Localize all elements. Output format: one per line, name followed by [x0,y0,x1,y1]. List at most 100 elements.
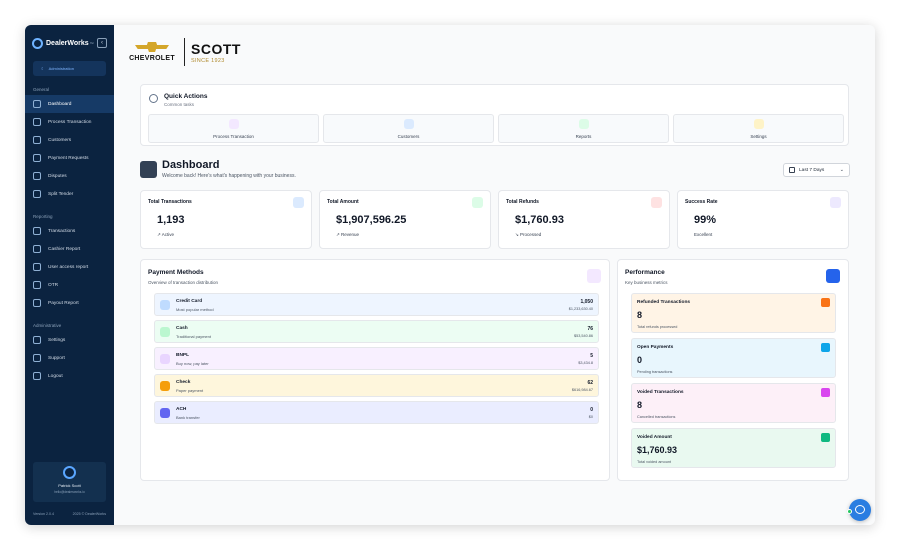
payment-desc: Most popular method [176,307,214,312]
admin-switch[interactable]: ☾ Administration [33,61,106,76]
quick-action-label: Process Transaction [213,134,254,139]
payment-amount: $53,540.86 [573,334,593,338]
user-card[interactable]: Patrick Scott hello@dealerworks.io [33,462,106,502]
nav-label: OTR [48,282,59,288]
version: Version 2.0.4 [33,512,54,516]
payment-name: BNPL [176,353,190,358]
moon-icon: ☾ [41,66,45,71]
quick-actions-header: Quick Actions Common tasks [149,93,207,107]
stat-label: ↘ Processed [515,232,542,237]
stat-title: Total Refunds [506,199,539,205]
metric-value: $1,760.93 [637,445,678,455]
nav-payout-report[interactable]: Payout Report [25,294,114,312]
nav-label: Cashier Report [48,246,81,252]
performance-card: Performance Key business metrics Refunde… [617,259,849,481]
payment-count: 76 [587,326,593,332]
main-content: CHEVROLET SCOTT SINCE 1923 Quick Actions… [114,25,875,525]
payment-count: 5 [590,353,593,359]
metric-label: Total refunds processed [637,325,678,329]
sidebar: DealerWorks ™ ‹ ☾ Administration General… [25,25,114,525]
dealer-name-block: SCOTT SINCE 1923 [191,41,241,64]
quick-action-settings[interactable]: Settings [673,114,844,143]
nav-settings[interactable]: Settings [25,331,114,349]
nav-user-access-report[interactable]: User access report [25,258,114,276]
nav-label: Dashboard [48,101,72,107]
stat-title: Total Transactions [148,199,192,205]
payment-desc: Bank transfer [176,415,200,420]
payment-name: Credit Card [176,299,203,304]
bank-icon [160,408,170,418]
nav-disputes[interactable]: Disputes [25,167,114,185]
chevrolet-text: CHEVROLET [129,55,175,62]
credit-card-icon [160,300,170,310]
user-key-icon [33,263,41,271]
nav-logout[interactable]: Logout [25,367,114,385]
nav-split-tender[interactable]: Split Tender [25,185,114,203]
metric-value: 8 [637,400,643,410]
scale-icon [33,172,41,180]
metric-label: Cancelled transactions [637,415,676,419]
chevrolet-logo: CHEVROLET [126,42,178,62]
nav-label: Split Tender [48,191,74,197]
cash-icon [472,197,483,208]
metric-open-payments: Open Payments 0 Pending transactions [631,338,836,378]
avatar [63,466,76,479]
nav-process-transaction[interactable]: Process Transaction [25,113,114,131]
payment-count: 62 [587,380,593,386]
payment-row-check: Check Paper payment 62 $616,984.67 [154,374,599,397]
nav-transactions[interactable]: Transactions [25,222,114,240]
void-icon [821,388,830,397]
dealer-name: SCOTT [191,40,241,57]
activity-icon [826,269,840,283]
metric-title: Open Payments [637,345,674,350]
payment-methods-card: Payment Methods Overview of transaction … [140,259,610,481]
refund-icon [821,298,830,307]
performance-subtitle: Key business metrics [625,280,668,285]
payment-desc: Traditional payment [176,334,211,339]
stat-total-amount: Total Amount $1,907,596.25 ↗ Revenue [319,190,491,249]
nav-otr[interactable]: OTR [25,276,114,294]
collapse-sidebar-button[interactable]: ‹ [97,38,107,48]
user-name: Patrick Scott [58,483,81,488]
payment-amount: $1,233,630.40 [568,307,593,311]
nav-label: Disputes [48,173,67,179]
gear-icon [33,336,41,344]
date-range-select[interactable]: Last 7 Days ⌄ [783,163,850,177]
metric-voided-amount: Voided Amount $1,760.93 Total voided amo… [631,428,836,468]
payment-name: Check [176,380,191,385]
stat-label: ↗ Revenue [336,232,360,237]
payment-count: 0 [590,407,593,413]
refund-icon [651,197,662,208]
stat-label: Excellent [694,232,713,237]
chart-icon [578,119,589,129]
brand: DealerWorks ™ ‹ [25,29,114,57]
quick-action-customers[interactable]: Customers [323,114,494,143]
user-email: hello@dealerworks.io [54,490,85,494]
nav-payment-requests[interactable]: Payment Requests [25,149,114,167]
nav-label: Settings [48,337,66,343]
quick-action-label: Settings [750,134,767,139]
bolt-icon [149,94,158,103]
chat-button[interactable] [847,499,871,521]
nav-customers[interactable]: Customers [25,131,114,149]
chat-bubble-icon [855,505,865,514]
metric-title: Voided Transactions [637,390,684,395]
dollar-icon [33,227,41,235]
payment-amount: $616,984.67 [571,388,593,392]
metric-title: Voided Amount [637,435,672,440]
quick-action-process-transaction[interactable]: Process Transaction [148,114,319,143]
nav-support[interactable]: Support [25,349,114,367]
nav-label: Payout Report [48,300,79,306]
sidebar-footer: Version 2.0.4 2025 © DealerWorks [33,512,106,516]
nav-label: Logout [48,373,63,379]
dashboard-header: Dashboard Welcome back! Here's what's ha… [140,159,296,179]
admin-label: Administration [48,66,74,71]
nav-dashboard[interactable]: Dashboard [25,95,114,113]
stat-value: 99% [694,214,717,226]
cash-icon [821,433,830,442]
quick-action-reports[interactable]: Reports [498,114,669,143]
section-general: General [33,87,50,92]
dealerworks-logo-icon [32,37,43,49]
performance-title: Performance [625,269,665,276]
nav-cashier-report[interactable]: Cashier Report [25,240,114,258]
